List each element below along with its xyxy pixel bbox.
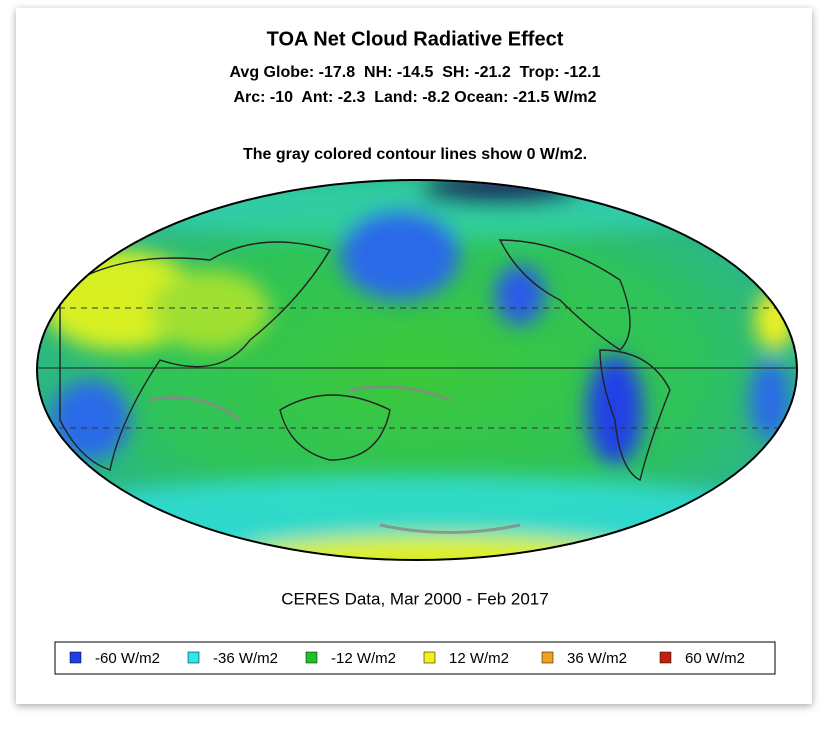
- legend: -60 W/m2 -36 W/m2 -12 W/m2 12 W/m2 36 W/m2 60…: [69, 650, 745, 667]
- stats-line: Arc: -10 Ant: -2.3 Land: -8.2 Ocean: -21…: [233, 89, 596, 106]
- legend-label: 36 W/m2: [567, 650, 627, 667]
- legend-box: [54, 641, 776, 675]
- legend-swatch: [423, 651, 436, 664]
- globe-outline: [36, 179, 798, 561]
- map: [37, 180, 797, 560]
- stats-line: Avg Globe: -17.8 NH: -14.5 SH: -21.2 Tro…: [229, 64, 600, 81]
- legend-label: 60 W/m2: [685, 650, 745, 667]
- note: The gray colored contour lines show 0 W/…: [243, 146, 587, 163]
- legend-label: 12 W/m2: [449, 650, 509, 667]
- legend-swatch: [659, 651, 672, 664]
- legend-swatch: [541, 651, 554, 664]
- legend-swatch: [187, 651, 200, 664]
- source: CERES Data, Mar 2000 - Feb 2017: [281, 589, 548, 608]
- legend-swatch: [69, 651, 82, 664]
- legend-label: -60 W/m2: [95, 650, 160, 667]
- legend-label: -12 W/m2: [331, 650, 396, 667]
- legend-swatch: [305, 651, 318, 664]
- title: TOA Net Cloud Radiative Effect: [267, 28, 564, 50]
- legend-label: -36 W/m2: [213, 650, 278, 667]
